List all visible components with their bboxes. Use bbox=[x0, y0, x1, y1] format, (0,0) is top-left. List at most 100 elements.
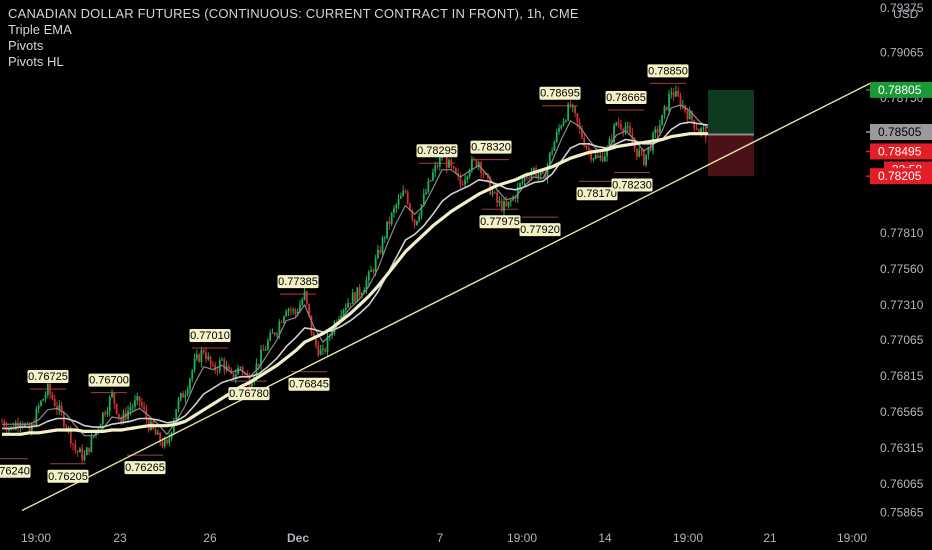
candle-up bbox=[40, 400, 42, 406]
candle-down bbox=[619, 124, 622, 130]
candle-down bbox=[228, 366, 230, 370]
candle-up bbox=[383, 237, 386, 239]
candle-up bbox=[342, 309, 345, 316]
trend-line[interactable] bbox=[21, 82, 871, 512]
entry-price-tag-bg bbox=[870, 143, 932, 160]
position-zone[interactable] bbox=[708, 89, 754, 177]
candle-up bbox=[14, 422, 17, 430]
candle-down bbox=[317, 345, 320, 355]
symbol-title[interactable]: CANADIAN DOLLAR FUTURES (CONTINUOUS: CUR… bbox=[8, 6, 579, 21]
candle-up bbox=[675, 90, 677, 97]
indicator-triple-ema[interactable]: Triple EMA bbox=[8, 22, 72, 37]
candle-down bbox=[118, 413, 120, 418]
candle-down bbox=[308, 303, 311, 316]
pivot-label-bg bbox=[539, 86, 581, 100]
stop-price-tag-bg bbox=[870, 168, 932, 185]
candle-up bbox=[111, 392, 113, 398]
candle-down bbox=[354, 292, 356, 302]
candle-down bbox=[211, 364, 214, 366]
candle-up bbox=[260, 349, 262, 366]
candle-up bbox=[466, 176, 469, 180]
candle-down bbox=[452, 165, 455, 168]
candle-up bbox=[179, 393, 182, 400]
candle-up bbox=[79, 448, 81, 453]
candle-up bbox=[663, 106, 666, 115]
candle-up bbox=[477, 162, 480, 168]
time-axis[interactable]: 19:00 23 26 Dec 7 19:00 14 19:00 21 19:00 bbox=[21, 531, 867, 545]
pivot-high-label: 0.77385 bbox=[277, 275, 319, 289]
candle-up bbox=[283, 316, 285, 323]
candle-up bbox=[207, 356, 210, 360]
candle-up bbox=[498, 200, 501, 203]
pivot-label-bg bbox=[519, 223, 561, 237]
candle-up bbox=[278, 322, 281, 334]
candle-up bbox=[218, 360, 221, 371]
candle-up bbox=[700, 128, 703, 133]
candle-up bbox=[106, 411, 109, 415]
candle-up bbox=[19, 423, 22, 427]
candle-down bbox=[159, 432, 162, 443]
pivot-high-label: 0.78320 bbox=[470, 140, 512, 154]
profit-zone[interactable] bbox=[708, 89, 754, 135]
candle-up bbox=[97, 428, 100, 431]
candle-up bbox=[129, 407, 132, 411]
candle-down bbox=[69, 427, 72, 444]
candle-up bbox=[356, 287, 359, 302]
pivot-label-text: 0.77975 bbox=[480, 216, 520, 228]
candle-up bbox=[553, 141, 556, 151]
candle-down bbox=[372, 269, 375, 272]
loss-zone[interactable] bbox=[708, 134, 754, 177]
candle-up bbox=[567, 104, 570, 121]
candle-up bbox=[702, 127, 705, 129]
candle-down bbox=[445, 156, 448, 168]
candle-up bbox=[464, 179, 466, 185]
price-tick-label: 0.77810 bbox=[880, 226, 924, 240]
candle-down bbox=[697, 129, 700, 133]
pivot-label-text: 0.77010 bbox=[190, 330, 230, 342]
price-tick-label: 0.77310 bbox=[880, 298, 924, 312]
indicator-pivots[interactable]: Pivots bbox=[8, 38, 44, 53]
candle-up bbox=[189, 378, 191, 390]
candle-down bbox=[358, 287, 361, 296]
candle-down bbox=[113, 392, 116, 404]
pivot-high-label: 0.76700 bbox=[88, 373, 130, 387]
candle-up bbox=[344, 307, 347, 310]
candle-up bbox=[193, 358, 196, 371]
candle-up bbox=[347, 302, 350, 308]
indicator-pivots-hl[interactable]: Pivots HL bbox=[8, 54, 64, 69]
candle-up bbox=[296, 311, 299, 314]
candle-up bbox=[271, 332, 274, 334]
candle-up bbox=[537, 175, 540, 177]
candle-down bbox=[610, 138, 613, 142]
price-tick-label: 0.76065 bbox=[880, 477, 924, 491]
pivot-label-text: 0.78295 bbox=[417, 145, 457, 157]
currency-label: USD bbox=[893, 7, 919, 21]
candle-up bbox=[448, 159, 450, 168]
candle-down bbox=[542, 171, 544, 174]
candle-up bbox=[90, 436, 93, 452]
candle-up bbox=[163, 439, 166, 447]
candle-up bbox=[624, 126, 627, 132]
candle-up bbox=[108, 397, 111, 412]
candle-up bbox=[266, 340, 269, 350]
candle-down bbox=[585, 146, 588, 148]
candle-down bbox=[633, 142, 636, 149]
candle-up bbox=[303, 291, 306, 300]
candle-up bbox=[367, 271, 370, 281]
candle-down bbox=[202, 350, 205, 353]
pivot-label-text: 0.76265 bbox=[125, 462, 165, 474]
candle-down bbox=[289, 309, 292, 311]
pivot-lines bbox=[0, 82, 686, 465]
time-tick-label: Dec bbox=[287, 531, 309, 545]
pivot-label-text: 0.76240 bbox=[0, 466, 30, 478]
candle-down bbox=[583, 137, 586, 147]
candle-up bbox=[523, 176, 526, 182]
price-tick-label: 0.76315 bbox=[880, 441, 924, 455]
candle-up bbox=[390, 213, 393, 225]
candle-down bbox=[205, 352, 207, 360]
trendline[interactable] bbox=[21, 82, 871, 512]
pivot-label-bg bbox=[124, 461, 166, 475]
candle-down bbox=[597, 155, 599, 158]
candle-up bbox=[399, 196, 402, 199]
